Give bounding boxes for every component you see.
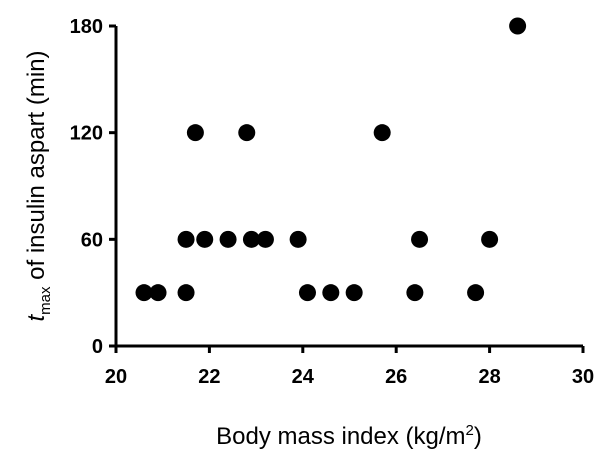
- data-point: [256, 230, 274, 248]
- tick-labels: 20 22 24 26 28 30 0 60 120 180: [70, 16, 595, 388]
- data-point: [238, 124, 256, 142]
- x-tick-label: 22: [198, 366, 220, 388]
- data-point: [467, 284, 485, 302]
- y-axis-title-subscript: max: [37, 286, 54, 315]
- x-tick-label: 28: [478, 366, 500, 388]
- data-point: [242, 230, 260, 248]
- axes: [114, 26, 583, 348]
- data-point: [149, 284, 167, 302]
- data-point: [481, 230, 499, 248]
- data-point: [219, 230, 237, 248]
- data-point: [196, 230, 214, 248]
- data-point: [298, 284, 316, 302]
- x-tick-label: 24: [292, 366, 315, 388]
- x-axis-title-suffix: ): [474, 423, 482, 449]
- x-tick-label: 26: [385, 366, 407, 388]
- data-point: [373, 124, 391, 142]
- data-point: [177, 284, 195, 302]
- x-tick-label: 20: [105, 366, 127, 388]
- data-point: [322, 284, 340, 302]
- data-point: [406, 284, 424, 302]
- y-tick-label: 0: [92, 336, 103, 358]
- y-tick-label: 120: [70, 123, 103, 145]
- x-axis-title: Body mass index (kg/m2): [216, 422, 482, 449]
- data-point: [186, 124, 204, 142]
- x-tick-label: 30: [572, 366, 594, 388]
- y-tick-label: 60: [81, 229, 103, 251]
- x-axis-title-text: Body mass index (kg/m: [216, 423, 465, 449]
- y-axis-title: tmax of insulin aspart (min): [23, 50, 54, 321]
- x-axis-title-superscript: 2: [466, 422, 474, 439]
- y-axis-title-rest: of insulin aspart (min): [23, 50, 50, 286]
- y-axis-title-italic: t: [23, 314, 50, 322]
- data-point: [177, 230, 195, 248]
- data-point: [411, 230, 429, 248]
- data-points: [135, 17, 527, 302]
- data-point: [509, 17, 527, 35]
- y-tick-label: 180: [70, 16, 103, 38]
- data-point: [135, 284, 153, 302]
- data-point: [345, 284, 363, 302]
- data-point: [289, 230, 307, 248]
- ticks: [109, 24, 585, 353]
